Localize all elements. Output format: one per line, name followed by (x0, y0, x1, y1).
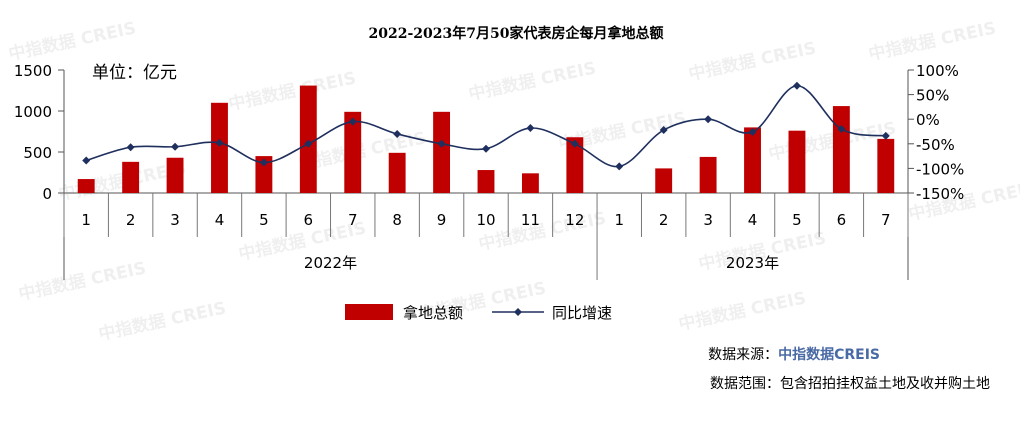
bar (388, 152, 406, 193)
x-tick-label: 4 (748, 211, 758, 229)
y-right-tick-label: -150% (916, 185, 964, 203)
legend-label-line: 同比增速 (552, 304, 612, 322)
bar (877, 138, 895, 193)
line-point (482, 144, 490, 153)
source-prefix: 数据来源： (708, 347, 779, 363)
x-tick-label: 10 (476, 211, 495, 229)
y-left-tick-label: 1500 (14, 62, 52, 80)
y-right-tick-label: -50% (916, 136, 955, 154)
x-tick-label: 7 (348, 211, 358, 229)
line-point (748, 127, 757, 136)
y-left-tick-label: 0 (42, 185, 52, 203)
x-tick-label: 12 (565, 211, 584, 229)
line-point (304, 139, 313, 148)
watermark-text: 中指数据 CREIS (687, 37, 818, 85)
bar (566, 137, 584, 193)
x-tick-label: 6 (837, 211, 847, 229)
bar (832, 106, 850, 193)
year-label: 2022年 (304, 254, 357, 272)
legend-swatch-marker (514, 308, 522, 316)
line-point (437, 139, 446, 148)
line-point (837, 125, 846, 134)
line-point (792, 81, 801, 90)
legend: 拿地总额 同比增速 (345, 304, 612, 322)
y-right-tick-label: -100% (916, 160, 964, 178)
bar (744, 127, 761, 193)
y-left-tick-label: 1000 (14, 103, 52, 121)
x-tick-label: 5 (259, 211, 269, 229)
x-tick-label: 8 (392, 211, 402, 229)
bar (344, 111, 362, 193)
source-brand: 中指数据CREIS (778, 347, 880, 363)
line-point (659, 126, 668, 135)
bar (699, 156, 717, 193)
data-scope: 数据范围：包含招拍挂权益土地及收并购土地 (710, 376, 990, 392)
x-tick-label: 3 (170, 211, 180, 229)
x-tick-label: 9 (437, 211, 447, 229)
x-tick-label: 5 (792, 211, 802, 229)
bar (521, 173, 539, 193)
bar (122, 161, 140, 193)
x-tick-label: 6 (304, 211, 314, 229)
line-point (126, 143, 135, 152)
line-point (348, 117, 357, 126)
x-tick-label: 2 (659, 211, 669, 229)
watermark-text: 中指数据 CREIS (7, 17, 138, 65)
watermark-text: 中指数据 CREIS (867, 17, 998, 65)
line-point (704, 115, 713, 124)
line-point (82, 156, 91, 165)
watermark-text: 中指数据 CREIS (477, 207, 608, 255)
x-tick-label: 7 (881, 211, 891, 229)
x-tick-label: 11 (521, 211, 540, 229)
bar (211, 102, 228, 193)
bar (433, 111, 451, 193)
line-point (570, 139, 579, 148)
line-point (615, 162, 624, 171)
watermark-text: 中指数据 CREIS (17, 257, 148, 305)
line-point (881, 131, 890, 140)
bar (655, 168, 673, 193)
y-right-tick-label: 0% (916, 111, 940, 129)
y-right-tick-label: 100% (916, 62, 959, 80)
data-source: 数据来源：中指数据CREIS (708, 344, 880, 364)
line-point (215, 138, 224, 147)
x-tick-label: 3 (703, 211, 713, 229)
bar (255, 156, 273, 193)
y-right-tick-label: 50% (916, 87, 949, 105)
legend-label-bar: 拿地总额 (403, 304, 463, 322)
x-tick-label: 1 (614, 211, 624, 229)
line-point (526, 124, 535, 133)
line-point (171, 142, 180, 151)
unit-label: 单位：亿元 (92, 63, 177, 83)
bar (166, 157, 184, 193)
bar (299, 85, 317, 193)
line-series (82, 81, 890, 171)
watermark-text: 中指数据 CREIS (97, 297, 228, 345)
x-tick-label: 2 (126, 211, 136, 229)
x-tick-label: 1 (81, 211, 91, 229)
line-point (259, 158, 268, 167)
legend-swatch-bar (345, 304, 393, 320)
chart-title: 2022-2023年7月50家代表房企每月拿地总额 (369, 25, 664, 42)
line-point (393, 129, 402, 138)
watermark-text: 中指数据 CREIS (677, 287, 808, 335)
bar (77, 179, 95, 193)
year-label: 2023年 (726, 254, 779, 272)
x-tick-label: 4 (215, 211, 225, 229)
bar (477, 170, 495, 193)
watermark-text: 中指数据 CREIS (227, 67, 358, 115)
bar-series (77, 85, 895, 193)
watermark-text: 中指数据 CREIS (467, 57, 598, 105)
bar (788, 130, 806, 193)
y-left-tick-label: 500 (23, 144, 52, 162)
